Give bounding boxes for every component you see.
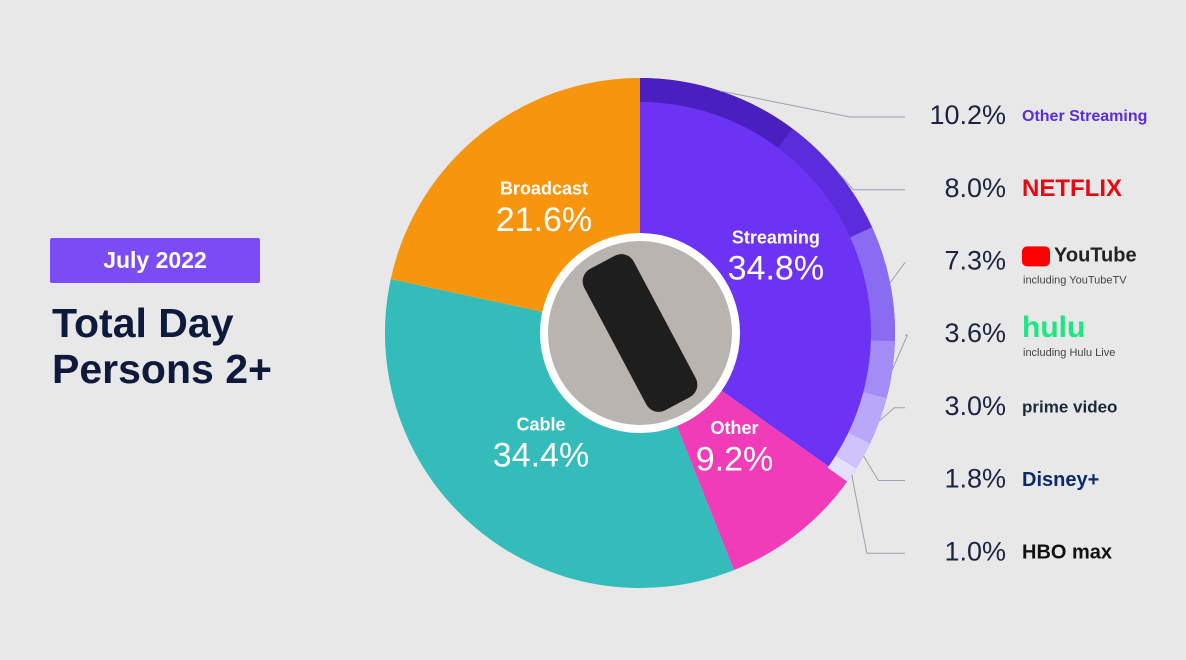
slice-value: 34.4% bbox=[493, 437, 589, 475]
ring-label: NETFLIX bbox=[1022, 175, 1122, 202]
ring-segment bbox=[863, 340, 895, 398]
ring-segment bbox=[827, 455, 857, 482]
slice-label: Other bbox=[711, 418, 759, 438]
ring-value: 3.6% bbox=[944, 318, 1006, 348]
date-badge: July 2022 bbox=[50, 238, 260, 283]
ring-sublabel: including Hulu Live bbox=[1023, 347, 1115, 359]
ring-segment bbox=[848, 391, 887, 444]
ring-segment bbox=[850, 227, 895, 342]
ring-value: 10.2% bbox=[929, 100, 1006, 130]
slice-value: 34.8% bbox=[728, 250, 824, 288]
ring-segment bbox=[835, 432, 871, 469]
slice-value: 9.2% bbox=[696, 440, 774, 478]
ring-segment bbox=[778, 128, 873, 238]
chart-title: Total Day Persons 2+ bbox=[52, 300, 272, 392]
leader-lines bbox=[720, 90, 909, 554]
slice-label: Broadcast bbox=[500, 179, 588, 199]
ring-value: 3.0% bbox=[944, 391, 1006, 421]
ring-value: 1.8% bbox=[944, 464, 1006, 494]
leader-line bbox=[720, 90, 905, 118]
slice-label: Cable bbox=[516, 414, 565, 434]
slice-label: Streaming bbox=[732, 227, 820, 247]
ring-value: 7.3% bbox=[944, 246, 1006, 276]
ring-sublabel: including YouTubeTV bbox=[1023, 274, 1127, 286]
ring-label: Disney+ bbox=[1022, 469, 1099, 491]
leader-line bbox=[879, 407, 905, 422]
leader-line bbox=[891, 334, 909, 370]
ring-label: HBO max bbox=[1022, 541, 1112, 563]
leader-line bbox=[838, 172, 905, 191]
ring-label: prime video bbox=[1022, 397, 1117, 416]
ring-label: YouTube bbox=[1054, 245, 1137, 267]
ring-value: 1.0% bbox=[944, 536, 1006, 566]
ring-label: hulu bbox=[1022, 311, 1085, 344]
leader-line bbox=[863, 455, 905, 481]
leader-line bbox=[889, 261, 907, 284]
slice-value: 21.6% bbox=[496, 201, 592, 239]
remote bbox=[582, 254, 698, 412]
ring-label: Other Streaming bbox=[1022, 108, 1147, 125]
ring-segment bbox=[640, 78, 793, 148]
brand-icon bbox=[1022, 246, 1050, 267]
ring-value: 8.0% bbox=[944, 173, 1006, 203]
leader-line bbox=[851, 474, 905, 554]
